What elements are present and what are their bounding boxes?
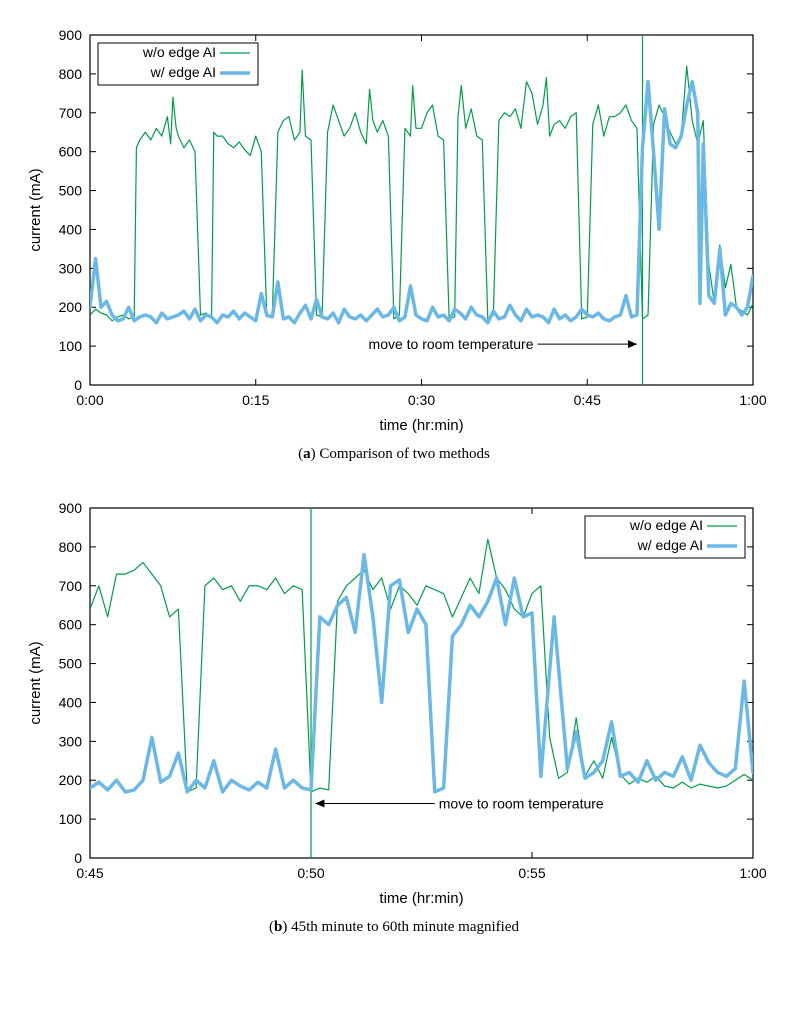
svg-text:0:15: 0:15: [242, 392, 269, 408]
svg-text:0:00: 0:00: [76, 392, 103, 408]
panel-a: 0 100 200 300 400 500 600 700 800 900 0:00 0:15 0:30…: [20, 20, 768, 463]
svg-text:w/o edge AI: w/o edge AI: [142, 44, 216, 60]
svg-text:100: 100: [59, 811, 83, 827]
svg-text:300: 300: [59, 733, 83, 749]
chart-a-svg: 0 100 200 300 400 500 600 700 800 900 0:00 0:15 0:30…: [20, 20, 768, 440]
figure-container: 0 100 200 300 400 500 600 700 800 900 0:00 0:15 0:30…: [20, 20, 768, 936]
svg-text:time (hr:min): time (hr:min): [379, 890, 463, 907]
svg-text:1:00: 1:00: [739, 392, 766, 408]
svg-text:w/o edge AI: w/o edge AI: [629, 517, 703, 533]
svg-text:move to room temperature: move to room temperature: [439, 796, 604, 812]
svg-text:0: 0: [74, 377, 82, 393]
svg-text:300: 300: [59, 260, 83, 276]
caption-a-text: Comparison of two methods: [319, 446, 489, 462]
svg-text:600: 600: [59, 617, 83, 633]
svg-text:900: 900: [59, 500, 83, 516]
svg-text:500: 500: [59, 183, 83, 199]
caption-b-text: 45th minute to 60th minute magnified: [291, 919, 519, 935]
svg-text:200: 200: [59, 299, 83, 315]
svg-text:move to room temperature: move to room temperature: [369, 336, 534, 352]
svg-text:0:50: 0:50: [297, 865, 324, 881]
chart-b-svg: 0 100 200 300 400 500 600 700 800 900 0:45 0:50 0:55…: [20, 493, 768, 913]
svg-text:800: 800: [59, 66, 83, 82]
svg-text:400: 400: [59, 694, 83, 710]
svg-text:0:45: 0:45: [574, 392, 601, 408]
caption-a-prefix: a: [303, 446, 311, 462]
svg-text:900: 900: [59, 27, 83, 43]
svg-text:0:45: 0:45: [76, 865, 103, 881]
svg-text:w/ edge AI: w/ edge AI: [637, 537, 703, 553]
svg-text:600: 600: [59, 144, 83, 160]
svg-text:700: 700: [59, 105, 83, 121]
caption-a: (a) Comparison of two methods: [20, 446, 768, 463]
svg-text:700: 700: [59, 578, 83, 594]
svg-text:400: 400: [59, 221, 83, 237]
svg-text:800: 800: [59, 539, 83, 555]
svg-text:0: 0: [74, 850, 82, 866]
svg-text:time (hr:min): time (hr:min): [379, 417, 463, 434]
svg-text:0:55: 0:55: [518, 865, 545, 881]
svg-text:w/ edge AI: w/ edge AI: [150, 64, 216, 80]
panel-b: 0 100 200 300 400 500 600 700 800 900 0:45 0:50 0:55…: [20, 493, 768, 936]
svg-text:100: 100: [59, 338, 83, 354]
svg-text:1:00: 1:00: [739, 865, 766, 881]
svg-text:current (mA): current (mA): [27, 168, 44, 251]
svg-text:500: 500: [59, 656, 83, 672]
caption-b-prefix: b: [274, 919, 282, 935]
svg-text:current (mA): current (mA): [27, 641, 44, 724]
svg-text:0:30: 0:30: [408, 392, 435, 408]
svg-text:200: 200: [59, 772, 83, 788]
caption-b: (b) 45th minute to 60th minute magnified: [20, 919, 768, 936]
